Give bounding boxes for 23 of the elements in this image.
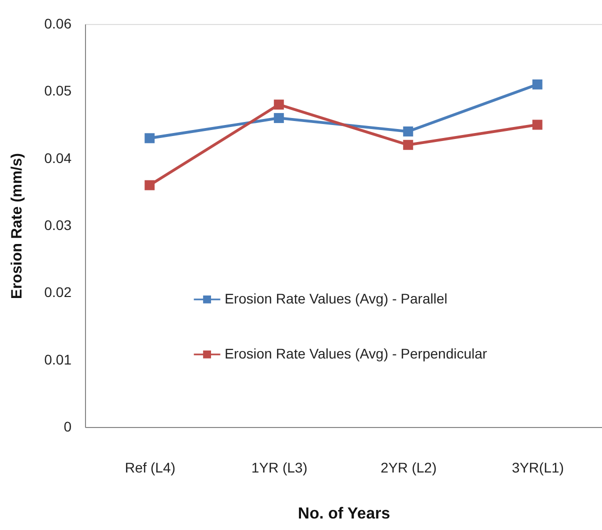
x-tick-label: 2YR (L2) bbox=[380, 460, 437, 476]
y-tick-label: 0.03 bbox=[44, 217, 72, 233]
y-tick-label: 0.02 bbox=[44, 284, 72, 300]
x-axis-title: No. of Years bbox=[298, 506, 390, 522]
y-tick-label: 0.01 bbox=[44, 351, 72, 368]
x-tick-label: 3YR(L1) bbox=[512, 460, 564, 476]
y-axis-title: Erosion Rate (mm/s) bbox=[8, 153, 26, 299]
point bbox=[403, 126, 414, 136]
x-tick-label: 1YR (L3) bbox=[251, 460, 308, 476]
point bbox=[274, 100, 284, 110]
legend-label: Erosion Rate Values (Avg) - Perpendicular bbox=[224, 345, 488, 362]
point bbox=[532, 79, 542, 90]
legend-label: Erosion Rate Values (Avg) - Parallel bbox=[224, 290, 448, 306]
y-tick-label: 0.04 bbox=[44, 150, 72, 166]
point bbox=[144, 133, 155, 144]
y-tick-label: 0.06 bbox=[44, 16, 72, 32]
y-tick-label: 0 bbox=[64, 418, 72, 434]
point bbox=[403, 140, 414, 150]
point bbox=[144, 180, 155, 190]
point bbox=[274, 113, 284, 124]
x-tick-label: Ref (L4) bbox=[124, 460, 176, 476]
point bbox=[532, 120, 542, 130]
y-tick-label: 0.05 bbox=[44, 82, 72, 99]
